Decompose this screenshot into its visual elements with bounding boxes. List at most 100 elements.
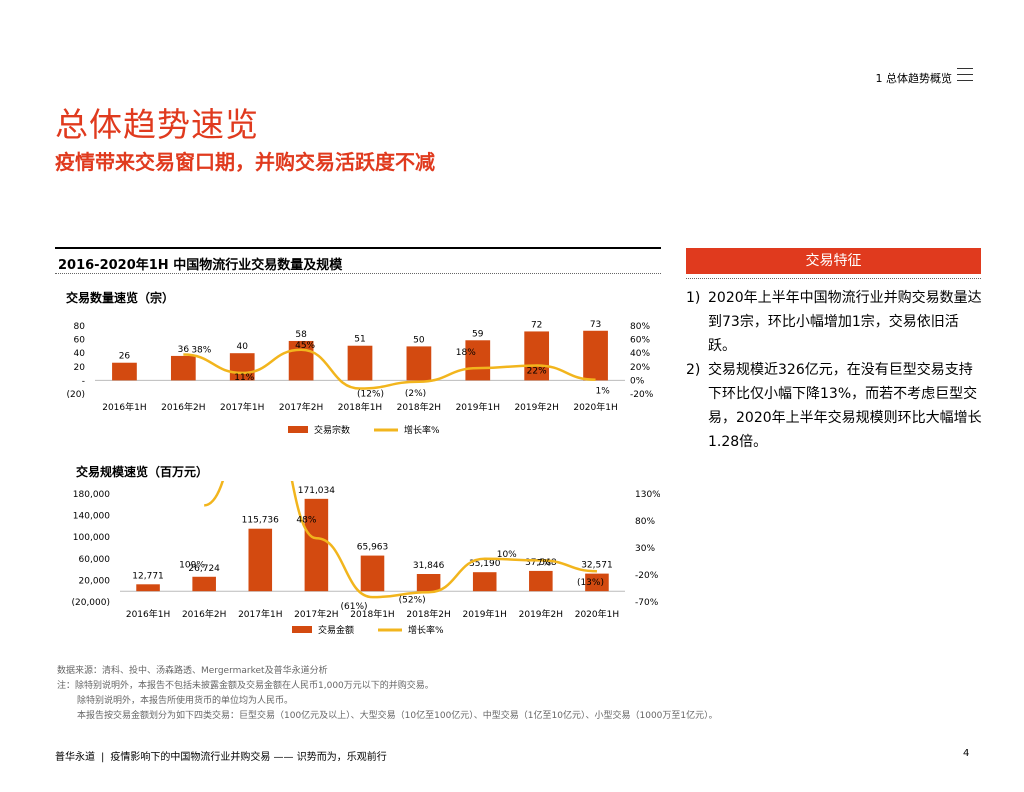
growth-label: 109%: [179, 560, 205, 570]
y-tick-label: 80: [74, 322, 86, 332]
footer-brand: 普华永道: [55, 752, 95, 763]
bar-value-label: 65,963: [357, 543, 389, 553]
bar-value-label: 31,846: [413, 561, 445, 571]
growth-label: 11%: [234, 373, 254, 383]
y-tick-label: 40: [74, 349, 86, 359]
growth-label: 22%: [527, 366, 547, 376]
feature-number: 1): [686, 290, 701, 306]
y-tick-label: 100,000: [73, 533, 110, 543]
category-label: 2016年2H: [182, 608, 226, 620]
bar: [136, 584, 160, 592]
category-label: 2017年1H: [220, 401, 264, 413]
legend-bar-swatch: [288, 426, 308, 433]
y-tick-label: -: [82, 376, 85, 386]
y2-tick-label: 0%: [630, 376, 645, 386]
bar: [248, 528, 273, 592]
bar-value-label: 73: [590, 320, 601, 330]
growth-line: [203, 481, 597, 599]
category-label: 2020年1H: [573, 401, 617, 413]
page-number: 4: [963, 748, 970, 759]
menu-icon[interactable]: [957, 68, 973, 82]
bar: [288, 340, 314, 381]
bar-value-label: 26: [119, 352, 131, 362]
legend-bar-label: 交易宗数: [314, 424, 350, 436]
bar-value-label: 36: [178, 345, 190, 355]
y2-tick-label: 20%: [630, 363, 650, 373]
bar: [472, 572, 497, 592]
bar: [529, 570, 553, 592]
growth-label: (12%): [357, 390, 384, 400]
bar: [347, 345, 373, 381]
legend-bar-label: 交易金额: [318, 624, 354, 636]
growth-label: 38%: [191, 346, 211, 356]
y2-tick-label: 60%: [630, 336, 650, 346]
category-label: 2017年2H: [294, 608, 338, 620]
growth-label: 7%: [537, 558, 552, 568]
chart1-title: 交易数量速览（宗）: [66, 291, 175, 305]
feature-text: 2020年上半年中国物流行业并购交易数量达到73宗，环比小幅增加1宗，交易依旧活…: [708, 290, 982, 354]
feature-number: 2): [686, 362, 701, 378]
chart-section-title: 2016-2020年1H 中国物流行业交易数量及规模: [58, 258, 343, 273]
source-note: 数据来源：清科、投中、汤森路透、Mergermarket及普华永道分析: [57, 666, 328, 676]
feature-item: 1) 2020年上半年中国物流行业并购交易数量达到73宗，环比小幅增加1宗，交易…: [686, 286, 982, 358]
category-label: 2019年1H: [463, 608, 507, 620]
bar-value-label: 32,571: [581, 561, 613, 571]
y-tick-label: (20,000): [71, 598, 110, 608]
category-label: 2017年2H: [279, 401, 323, 413]
bar-value-label: 115,736: [242, 516, 279, 526]
bar-value-label: 35,190: [469, 559, 501, 569]
bar: [360, 555, 385, 592]
category-label: 2019年2H: [519, 608, 563, 620]
category-label: 2018年1H: [350, 608, 394, 620]
growth-label: (61%): [341, 602, 368, 612]
growth-label: (13%): [577, 578, 604, 588]
bar: [112, 362, 137, 381]
bar: [406, 346, 432, 381]
category-label: 2019年1H: [456, 401, 500, 413]
deal-count-chart: 80 60 40 20 - (20) 80% 60% 40% 20% 0% -20% 26 36 40 58 5…: [67, 320, 654, 436]
category-label: 2016年1H: [126, 608, 170, 620]
footer: 普华永道 | 疫情影响下的中国物流行业并购交易 —— 识势而为，乐观前行: [55, 748, 387, 763]
y-tick-label: 140,000: [73, 512, 110, 522]
bar: [524, 331, 550, 381]
chart2-title: 交易规模速览（百万元）: [76, 465, 209, 479]
bar: [465, 340, 491, 381]
feature-text: 交易规模近326亿元，在没有巨型交易支持下环比仅小幅下降13%，而若不考虑巨型交…: [708, 362, 982, 450]
y-tick-label: 20,000: [79, 576, 111, 586]
bar: [585, 573, 609, 592]
y-tick-label: 20: [74, 363, 86, 373]
category-label: 2018年2H: [406, 608, 450, 620]
y2-tick-label: 80%: [630, 322, 650, 332]
growth-label: 18%: [456, 348, 476, 358]
bar-value-label: 171,034: [298, 486, 335, 496]
y2-tick-label: -70%: [635, 598, 659, 608]
category-label: 2017年1H: [238, 608, 282, 620]
y2-tick-label: 30%: [635, 544, 655, 554]
deal-value-chart: 180,000 140,000 100,000 60,000 20,000 (20,000…: [71, 481, 660, 636]
chart-header-rule: [55, 247, 661, 249]
bar-value-label: 26,724: [188, 564, 220, 574]
bar: [304, 498, 329, 592]
legend-bar-swatch: [292, 626, 312, 633]
bar: [583, 330, 608, 381]
page-title: 总体趋势速览: [55, 105, 259, 144]
category-label: 2018年2H: [397, 401, 441, 413]
bar: [416, 574, 441, 592]
page-subtitle: 疫情带来交易窗口期，并购交易活跃度不减: [55, 150, 435, 174]
growth-label: 1%: [596, 387, 611, 397]
bar-value-label: 12,771: [132, 571, 164, 581]
note-line: 本报告按交易金额划分为如下四类交易：巨型交易（100亿元及以上）、大型交易（10…: [77, 711, 718, 721]
category-label: 2016年1H: [102, 401, 146, 413]
bar: [229, 353, 255, 381]
section-label: 1 总体趋势概览: [875, 72, 953, 85]
growth-line: [183, 348, 596, 390]
feature-item: 2) 交易规模近326亿元，在没有巨型交易支持下环比仅小幅下降13%，而若不考虑…: [686, 358, 982, 454]
bar-value-label: 40: [236, 342, 248, 352]
bar-value-label: 51: [354, 335, 365, 345]
note-line: 除特别说明外，本报告所使用货币的单位均为人民币。: [77, 696, 294, 706]
y-tick-label: 60,000: [79, 555, 111, 565]
category-label: 2016年2H: [161, 401, 205, 413]
growth-label: (2%): [405, 389, 426, 399]
y2-tick-label: 130%: [635, 490, 660, 500]
y2-tick-label: -20%: [635, 571, 659, 581]
